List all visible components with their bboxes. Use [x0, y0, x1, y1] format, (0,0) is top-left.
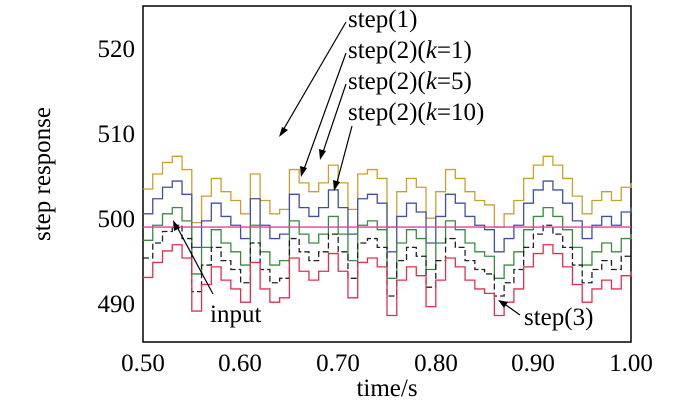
arrow-k5 [321, 83, 347, 156]
annotation-k5: step(2)(k=5) [348, 68, 472, 95]
series-line-step-2-k-10 [143, 224, 632, 297]
annotation-input: input [210, 301, 261, 328]
x-axis-title: time/s [356, 375, 417, 402]
y-tick-label-520: 520 [98, 36, 136, 63]
annotation-k1-k: k [426, 37, 438, 64]
arrow-step1-head [279, 127, 288, 137]
annotation-step1: step(1) [348, 6, 417, 33]
annotation-k5-k: k [426, 68, 438, 95]
annotation-k5-suffix: =5) [437, 68, 472, 95]
x-tick-label-0.90: 0.90 [511, 350, 555, 377]
annotation-k10: step(2)(k=10) [348, 99, 484, 126]
annotation-k1-suffix: =1) [437, 37, 472, 64]
plot-frame [142, 5, 632, 343]
arrow-input [175, 224, 214, 295]
arrow-k5-head [319, 149, 326, 160]
y-axis-title: step response [29, 107, 56, 241]
annotation-step3: step(3) [524, 304, 593, 331]
x-tick-label-0.70: 0.70 [316, 350, 360, 377]
arrow-k1-head [300, 166, 307, 177]
x-tick-label-1.00: 1.00 [609, 350, 653, 377]
y-tick-label-510: 510 [98, 121, 136, 148]
arrow-step1 [281, 21, 347, 133]
x-tick-label-0.60: 0.60 [218, 350, 262, 377]
arrow-k10 [335, 125, 353, 187]
annotation-layer: step(1) step(2)(k=1) step(2)(k=5) step(2… [173, 6, 593, 331]
annotation-k10-k: k [426, 99, 438, 126]
x-tick-label-0.50: 0.50 [121, 350, 165, 377]
arrow-input-head [173, 220, 180, 231]
y-tick-label-500: 500 [98, 206, 136, 233]
y-tick-label-490: 490 [98, 291, 136, 318]
annotation-step1-label: step(1) [348, 6, 417, 33]
series-line-step-3 [143, 244, 632, 317]
arrow-step3-head [498, 300, 508, 308]
series-layer [143, 155, 632, 317]
x-tick-label-0.80: 0.80 [414, 350, 458, 377]
annotation-k1-prefix: step(2)( [348, 37, 426, 64]
arrow-k1 [302, 52, 347, 173]
annotation-k1: step(2)(k=1) [348, 37, 472, 64]
annotation-k10-suffix: =10) [437, 99, 484, 126]
annotation-k10-prefix: step(2)( [348, 99, 426, 126]
annotation-k5-prefix: step(2)( [348, 68, 426, 95]
arrow-k10-head [333, 180, 340, 191]
